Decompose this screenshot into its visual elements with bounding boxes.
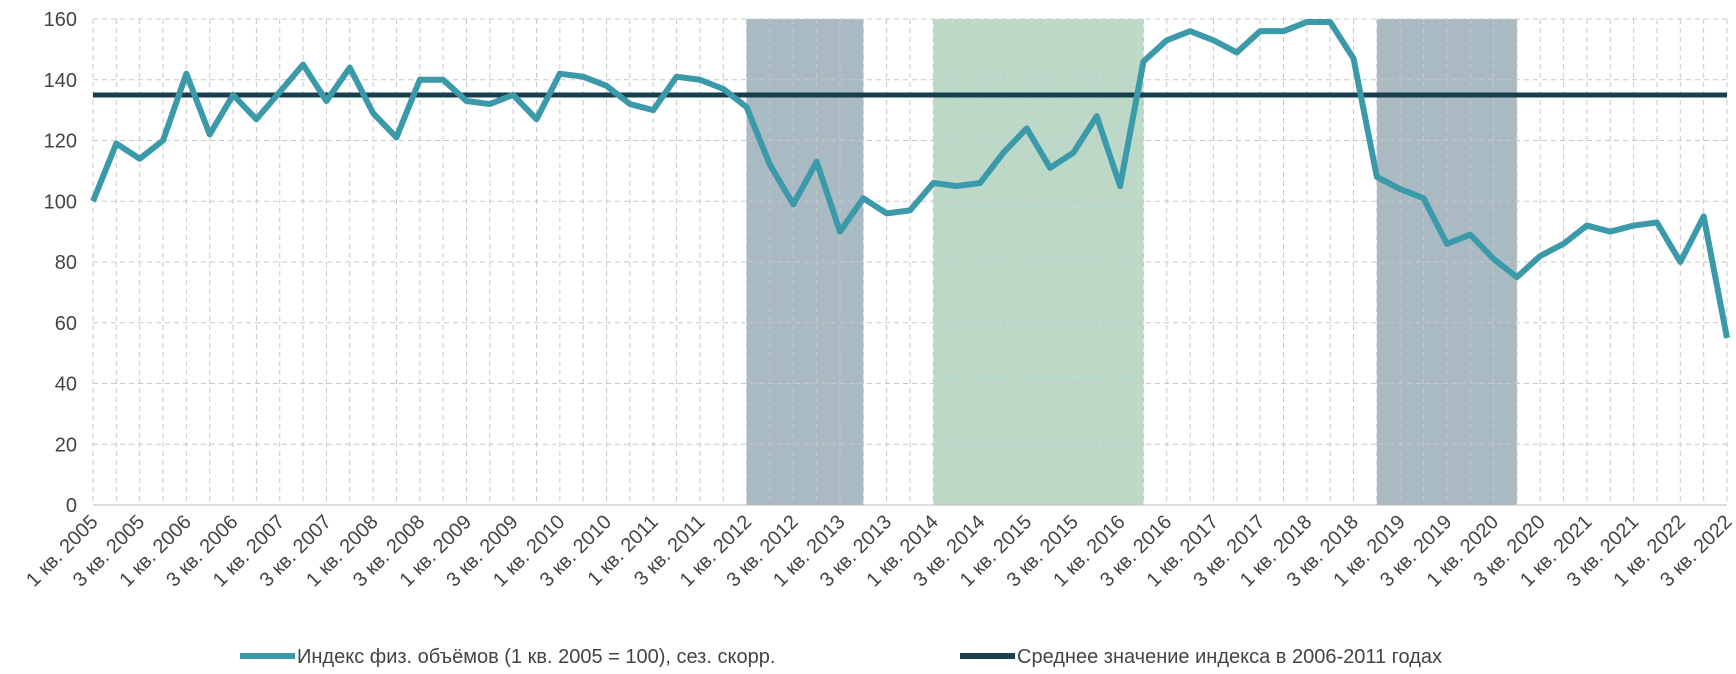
y-tick-label: 0	[66, 495, 77, 517]
legend-label: Среднее значение индекса в 2006-2011 год…	[1017, 646, 1442, 668]
y-tick-label: 160	[44, 9, 77, 31]
y-tick-label: 60	[55, 313, 77, 335]
y-tick-label: 120	[44, 131, 77, 153]
legend-label: Индекс физ. объёмов (1 кв. 2005 = 100), …	[297, 646, 775, 668]
y-tick-label: 40	[55, 374, 77, 396]
y-tick-label: 20	[55, 434, 77, 456]
y-tick-label: 140	[44, 70, 77, 92]
y-tick-label: 80	[55, 252, 77, 274]
y-tick-label: 100	[44, 191, 77, 213]
series-line	[90, 19, 1730, 339]
